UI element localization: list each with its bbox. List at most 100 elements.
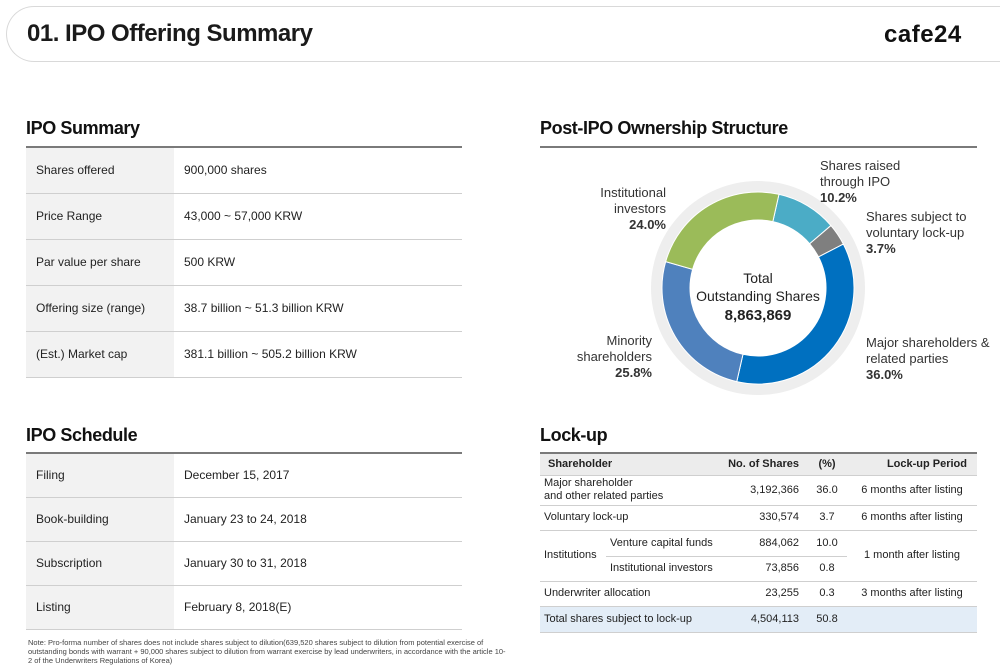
row-shares: 884,062	[723, 530, 807, 557]
label-major-shareholders: Major shareholders & related parties 36.…	[866, 335, 990, 383]
row-label: Institutions	[540, 530, 606, 582]
donut-hole	[690, 220, 826, 356]
row-period: 3 months after listing	[847, 581, 977, 607]
label-line: Shares raised	[820, 158, 901, 173]
row-pct: 36.0	[807, 475, 847, 506]
row-value: 43,000 ~ 57,000 KRW	[174, 193, 462, 240]
label-line: investors	[613, 201, 666, 216]
row-value: 500 KRW	[174, 239, 462, 286]
row-sublabel: Institutional investors	[606, 556, 723, 582]
row-value: 381.1 billion ~ 505.2 billion KRW	[174, 331, 462, 378]
table-row: Filing December 15, 2017	[26, 453, 462, 498]
row-label: Par value per share	[26, 239, 174, 286]
row-pct: 3.7	[807, 505, 847, 531]
label-line: Institutional	[600, 185, 666, 200]
ownership-divider	[540, 146, 977, 148]
row-label: Listing	[26, 585, 174, 630]
header-shares: No. of Shares	[723, 453, 807, 476]
row-label: Shares offered	[26, 147, 174, 194]
row-period: 6 months after listing	[847, 475, 977, 506]
label-line: voluntary lock-up	[866, 225, 965, 240]
row-pct: 10.0	[807, 530, 847, 557]
row-label: Underwriter allocation	[540, 581, 723, 607]
row-period-empty	[847, 606, 977, 633]
donut-center-line2: Outstanding Shares	[696, 288, 820, 304]
table-row: Par value per share 500 KRW	[26, 239, 462, 286]
table-total-row: Total shares subject to lock-up 4,504,11…	[540, 606, 977, 633]
row-value: 38.7 billion ~ 51.3 billion KRW	[174, 285, 462, 332]
row-value: February 8, 2018(E)	[174, 585, 462, 630]
label-line: related parties	[866, 351, 949, 366]
label-line: shareholders	[576, 349, 652, 364]
row-label: (Est.) Market cap	[26, 331, 174, 378]
row-value: 900,000 shares	[174, 147, 462, 194]
table-row: Institutions Venture capital funds 884,0…	[540, 530, 977, 582]
table-row: Shares offered 900,000 shares	[26, 147, 462, 194]
row-shares: 73,856	[723, 556, 807, 582]
row-pct: 0.8	[807, 556, 847, 582]
page-title: 01. IPO Offering Summary	[27, 20, 313, 47]
row-label: Filing	[26, 453, 174, 498]
donut-center-value: 8,863,869	[724, 307, 792, 324]
row-pct: 0.3	[807, 581, 847, 607]
lockup-table: Shareholder No. of Shares (%) Lock-up Pe…	[540, 452, 977, 633]
row-label: Price Range	[26, 193, 174, 240]
lockup-title: Lock-up	[540, 425, 608, 445]
label-minority-shareholders: Minority shareholders 25.8%	[540, 333, 652, 381]
table-row: Voluntary lock-up 330,574 3.7 6 months a…	[540, 505, 977, 531]
row-label: Book-building	[26, 497, 174, 542]
table-row: Institutional investors 73,856 0.8	[540, 556, 977, 582]
row-label: Offering size (range)	[26, 285, 174, 332]
table-row: Listing February 8, 2018(E)	[26, 585, 462, 630]
row-label: Subscription	[26, 541, 174, 586]
row-label: Total shares subject to lock-up	[540, 606, 723, 633]
row-value: January 23 to 24, 2018	[174, 497, 462, 542]
row-value: December 15, 2017	[174, 453, 462, 498]
row-label: Major shareholder and other related parti…	[540, 475, 723, 506]
table-row: Subscription January 30 to 31, 2018	[26, 541, 462, 586]
row-shares: 4,504,113	[723, 606, 807, 633]
row-sublabel: Venture capital funds	[606, 530, 723, 557]
ownership-title: Post-IPO Ownership Structure	[540, 118, 788, 138]
donut-center-line1: Total	[743, 270, 773, 286]
row-value: January 30 to 31, 2018	[174, 541, 462, 586]
label-ipo-shares: Shares raised through IPO 10.2%	[820, 158, 900, 206]
label-line: Minority	[606, 333, 652, 348]
row-period: 1 month after listing	[847, 530, 977, 582]
label-line: Shares subject to	[866, 209, 967, 224]
cafe24-logo: cafe24	[884, 21, 962, 49]
table-row: (Est.) Market cap 381.1 billion ~ 505.2 b…	[26, 331, 462, 378]
ipo-schedule-title: IPO Schedule	[26, 425, 138, 445]
label-voluntary-lockup: Shares subject to voluntary lock-up 3.7%	[866, 209, 966, 257]
header-period: Lock-up Period	[847, 453, 977, 476]
label-pct: 10.2%	[820, 190, 857, 205]
row-period: 6 months after listing	[847, 505, 977, 531]
ownership-donut-chart	[650, 180, 866, 396]
donut-svg	[651, 181, 865, 395]
label-line: Major shareholders &	[866, 335, 990, 350]
row-label-line: Major shareholder	[544, 477, 633, 489]
row-label: Voluntary lock-up	[540, 505, 723, 531]
row-label-line: and other related parties	[544, 490, 664, 502]
label-pct: 36.0%	[866, 367, 903, 382]
footnote: Note: Pro-forma number of shares does no…	[28, 638, 506, 665]
logo-number: 24	[934, 21, 962, 48]
row-shares: 3,192,366	[723, 475, 807, 506]
ipo-schedule-table: Filing December 15, 2017 Book-building Jan…	[26, 452, 462, 630]
row-shares: 23,255	[723, 581, 807, 607]
table-header-row: Shareholder No. of Shares (%) Lock-up Pe…	[540, 453, 977, 476]
table-row: Offering size (range) 38.7 billion ~ 51.3…	[26, 285, 462, 332]
label-pct: 24.0%	[629, 217, 666, 232]
ipo-summary-table: Shares offered 900,000 shares Price Range…	[26, 146, 462, 378]
table-row: Price Range 43,000 ~ 57,000 KRW	[26, 193, 462, 240]
table-row: Book-building January 23 to 24, 2018	[26, 497, 462, 542]
label-pct: 25.8%	[615, 365, 652, 380]
label-line: through IPO	[820, 174, 891, 189]
logo-text: cafe	[884, 21, 935, 48]
header-bar: 01. IPO Offering Summary cafe24	[6, 6, 1000, 62]
row-pct: 50.8	[807, 606, 847, 633]
row-shares: 330,574	[723, 505, 807, 531]
table-row: Underwriter allocation 23,255 0.3 3 mont…	[540, 581, 977, 607]
table-row: Major shareholder and other related parti…	[540, 475, 977, 506]
ipo-summary-title: IPO Summary	[26, 118, 140, 138]
